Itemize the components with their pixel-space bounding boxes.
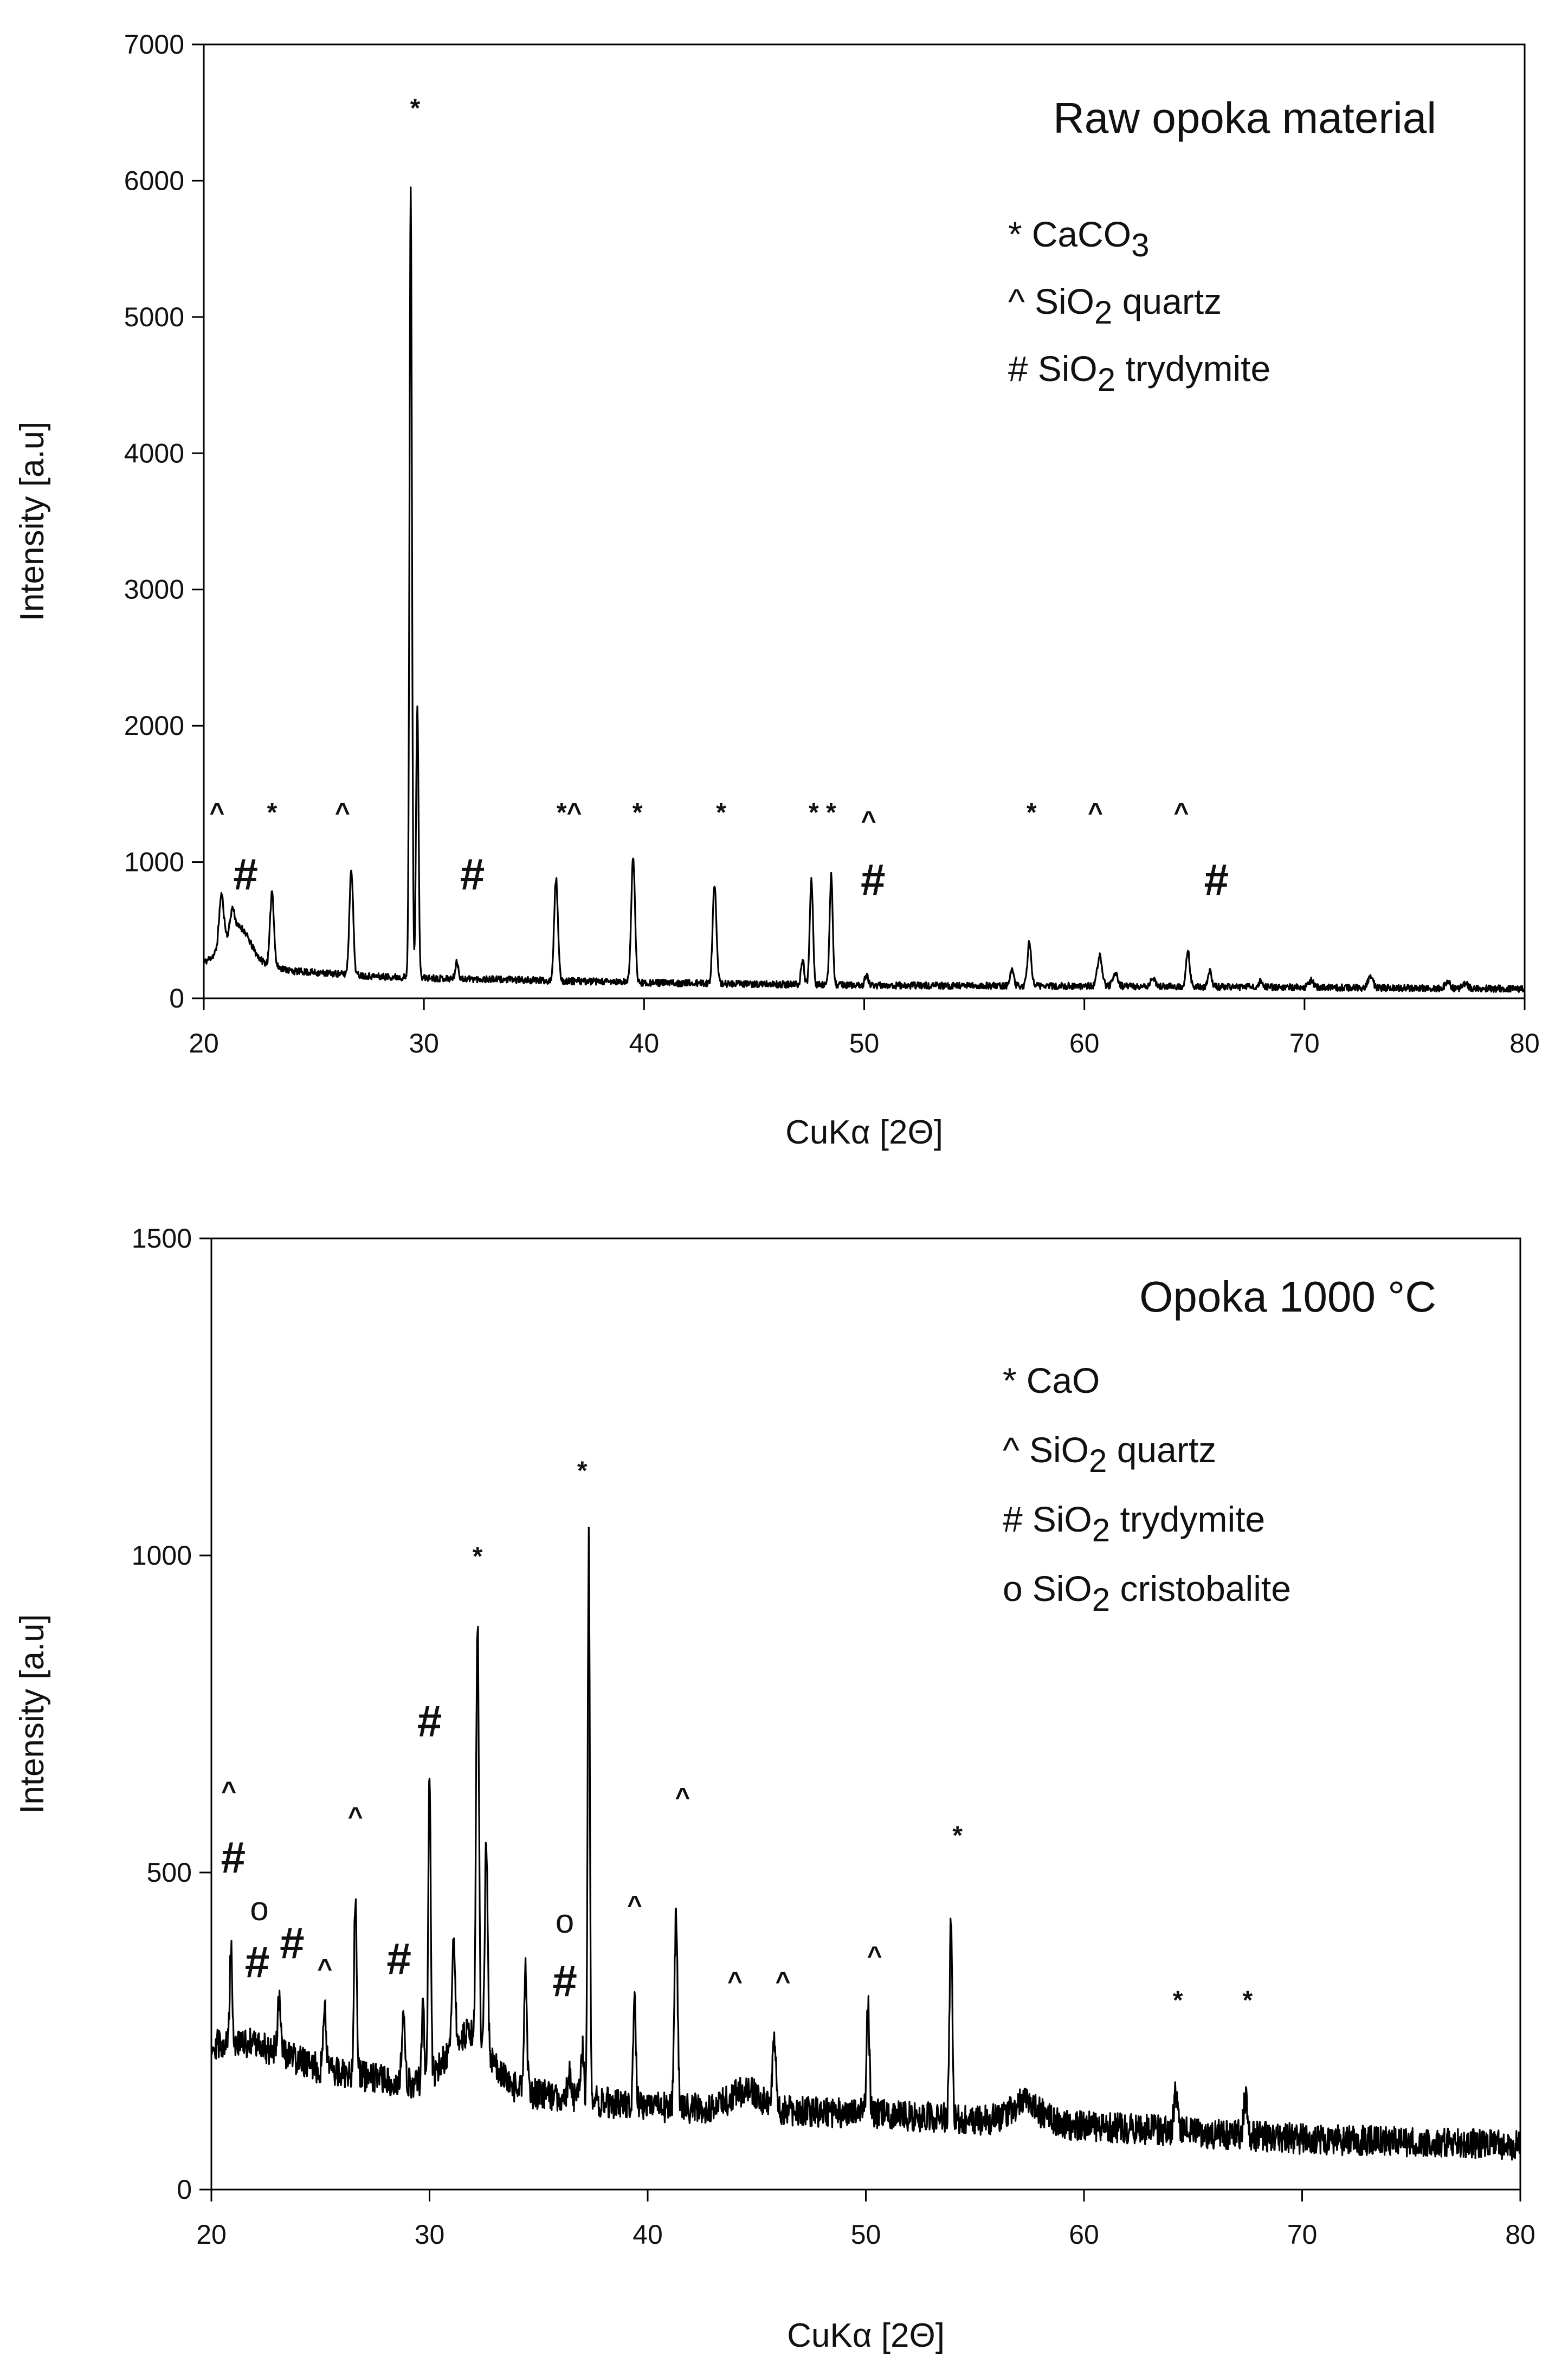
y-tick-label: 5000 [124,302,184,332]
legend-entry: # SiO2 trydymite [1008,348,1270,398]
peak-annotation: * [1027,798,1037,827]
y-tick-label: 500 [147,1857,192,1888]
peak-annotation: * [1243,1986,1253,2015]
x-axis-title: CuKα [2Θ] [787,2317,945,2354]
x-tick-label: 60 [1069,1028,1100,1058]
opoka-1000c-chart: 20 30 40 50 60 70 80 0 500 1000 1500 CuKα [2Θ] Inten… [14,1223,1535,2354]
raw-opoka-chart: 20 30 40 50 60 70 80 0 1000 2000 3000 4000 5000 6000 7… [14,29,1540,1151]
peak-annotation: * * [809,798,836,827]
y-tick-label: 1000 [132,1540,192,1571]
peak-annotation: ^ [335,798,350,827]
y-axis-title: Intensity [a.u] [14,1614,51,1814]
x-tick-label: 50 [851,2219,881,2250]
peak-annotation: * [716,798,726,827]
x-axis-title: CuKα [2Θ] [785,1114,943,1151]
y-tick-label: 1000 [124,847,184,877]
peak-annotation: # [1204,855,1229,905]
peak-annotation: ^ [675,1783,690,1812]
peak-annotation: ^ [317,1954,332,1983]
peak-annotation: * [473,1542,483,1571]
peak-annotation: ^ [861,806,876,835]
legend-entry: ^ SiO2 quartz [1003,1430,1216,1479]
x-tick-label: 30 [409,1028,439,1058]
peak-annotation: ^ [867,1942,882,1971]
peak-annotation: # [233,850,258,899]
y-tick-label: 0 [177,2174,192,2205]
x-tick-label: 40 [629,1028,660,1058]
x-tick-label: 40 [633,2219,663,2250]
peak-annotation: # [417,1696,442,1746]
y-tick-label: 0 [169,983,184,1013]
peak-annotation: o [250,1890,268,1928]
y-axis-title: Intensity [a.u] [14,422,51,622]
peak-annotation: # [280,1919,305,1968]
peak-annotation: # [245,1938,270,1987]
y-tick-label: 3000 [124,574,184,605]
legend-entry: ^ SiO2 quartz [1008,281,1222,331]
x-tick-label: 80 [1505,2219,1535,2250]
peak-annotation: * [267,798,278,827]
peak-annotation: # [552,1957,577,2006]
y-tick-label: 6000 [124,165,184,196]
y-tick-label: 2000 [124,711,184,741]
x-tick-label: 50 [849,1028,880,1058]
y-tick-label: 4000 [124,438,184,468]
y-tick-label: 7000 [124,29,184,60]
x-tick-label: 20 [189,1028,219,1058]
x-tick-label: 80 [1509,1028,1540,1058]
peak-annotation: * [1173,1986,1183,2015]
peak-annotation: ^ [221,1777,236,1805]
x-tick-label: 70 [1287,2219,1318,2250]
xrd-pattern-line [203,186,1526,993]
peak-annotation: * [410,94,421,122]
chart-title: Raw opoka material [1053,94,1436,142]
peak-annotation: ^ [727,1967,743,1996]
xrd-pattern-line [210,1526,1521,2161]
legend-entry: o SiO2 cristobalite [1003,1568,1291,1618]
x-tick-label: 70 [1289,1028,1320,1058]
legend-entry: # SiO2 trydymite [1003,1499,1265,1548]
legend-entry: * CaCO3 [1008,214,1149,263]
peak-annotation: *^ [557,798,582,827]
peak-annotation: ^ [776,1967,791,1996]
peak-annotation: # [221,1833,246,1882]
peak-annotation: * [633,798,643,827]
peak-annotation: ^ [627,1891,642,1920]
legend-entry: * CaO [1003,1360,1100,1400]
chart-title: Opoka 1000 °C [1139,1273,1436,1321]
peak-annotation: o [556,1903,574,1940]
peak-annotation: * [952,1821,963,1850]
x-tick-label: 30 [415,2219,445,2250]
x-tick-label: 60 [1069,2219,1099,2250]
peak-annotation: ^ [348,1802,363,1831]
peak-annotation: # [861,855,886,905]
peak-annotation: ^ [1088,798,1103,827]
x-tick-label: 20 [196,2219,227,2250]
peak-annotation: # [460,850,485,899]
peak-annotation: * [577,1457,588,1486]
peak-annotation: # [386,1934,411,1984]
peak-annotation: ^ [209,798,224,827]
peak-annotation: ^ [1173,798,1189,827]
y-tick-label: 1500 [132,1223,192,1254]
